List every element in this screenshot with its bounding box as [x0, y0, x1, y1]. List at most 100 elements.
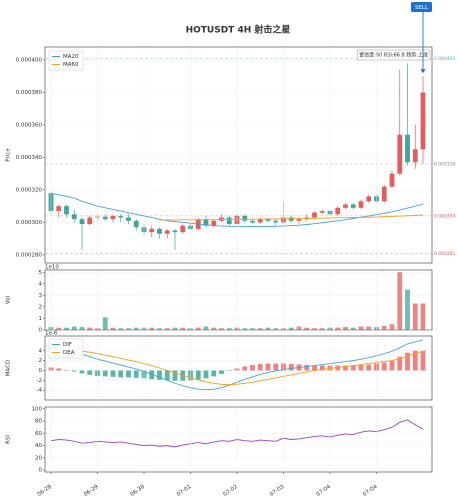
macd-bar — [250, 365, 255, 371]
volume-bar — [405, 289, 410, 330]
volume-bar — [180, 327, 186, 330]
candle-body — [180, 225, 186, 233]
x-tick-label: 06-28 — [36, 484, 53, 498]
volume-bar — [126, 328, 131, 330]
candle-body — [312, 212, 317, 218]
macd-bar — [397, 356, 403, 371]
y-tick-label: 0.000400 — [16, 57, 43, 63]
volume-bar — [172, 327, 178, 330]
volume-bar — [219, 328, 224, 330]
candle-body — [250, 220, 255, 223]
volume-bar — [87, 327, 93, 330]
level-label: 0.000281 — [434, 251, 456, 257]
macd-bar — [133, 370, 139, 378]
macd-bar — [56, 368, 62, 371]
macd-bar — [319, 365, 325, 371]
macd-bar — [412, 350, 418, 371]
macd-bar — [257, 364, 263, 371]
candle-body — [149, 228, 155, 233]
volume-bar — [343, 327, 348, 330]
macd-bar — [304, 365, 310, 371]
y-axis-label: Price — [6, 148, 12, 162]
candle-body — [420, 92, 426, 150]
candle-body — [296, 219, 302, 221]
macd-bar — [358, 365, 364, 371]
y-tick-label: 1 — [39, 316, 43, 322]
level-label: 0.000304 — [434, 213, 456, 219]
candle-body — [350, 204, 356, 208]
macd-bar — [219, 370, 224, 374]
x-tick-label: 07-02 — [222, 484, 239, 498]
y-tick-label: 0 — [39, 368, 43, 374]
volume-bar — [211, 327, 217, 330]
candle-body — [257, 219, 263, 223]
macd-bar — [343, 365, 348, 371]
y-tick-label: 0.000380 — [16, 90, 43, 96]
y-tick-label: -4 — [37, 388, 43, 394]
candle-body — [381, 186, 387, 202]
macd-bar — [381, 362, 387, 371]
y-tick-label: 60 — [35, 431, 42, 437]
macd-bar — [265, 363, 271, 371]
y-tick-label: 0 — [39, 468, 43, 474]
macd-bar — [312, 365, 317, 371]
candle-body — [87, 217, 93, 225]
volume-bar — [164, 328, 170, 330]
y-tick-label: 20 — [35, 455, 42, 461]
info-box-frame — [356, 49, 431, 61]
y-tick-label: 2 — [39, 358, 43, 364]
panel-frame — [44, 335, 433, 401]
panel-frame — [44, 46, 433, 264]
chart-title: HOTUSDT 4H 射击之星 — [186, 24, 291, 36]
volume-bar — [250, 328, 255, 330]
volume-bar — [203, 326, 209, 330]
macd-bar — [110, 370, 116, 377]
candle-body — [211, 220, 217, 226]
candle-body — [288, 217, 294, 221]
volume-bar — [102, 317, 108, 330]
macd-bar — [79, 370, 85, 374]
y-tick-label: 0.000320 — [16, 187, 43, 193]
volume-bar — [273, 328, 279, 330]
macd-bar — [366, 364, 372, 371]
sell-label: SELL — [415, 5, 429, 11]
macd-bar — [118, 370, 124, 378]
macd-bar — [350, 365, 356, 371]
x-tick-label: 06-29 — [83, 484, 100, 498]
macd-bar — [87, 370, 93, 375]
candle-body — [358, 201, 364, 208]
y-tick-label: 0.000280 — [16, 252, 43, 258]
x-tick-label: 06-30 — [129, 484, 146, 498]
macd-bar — [102, 370, 108, 377]
candle-body — [126, 217, 131, 221]
y-tick-label: 3 — [39, 293, 43, 299]
candle-body — [335, 207, 341, 215]
macd-bar — [405, 352, 410, 371]
volume-bar — [157, 328, 162, 330]
volume-bar — [366, 326, 372, 330]
volume-bar — [358, 326, 364, 330]
y-tick-label: 4 — [39, 281, 43, 287]
candle-body — [242, 215, 248, 221]
macd-bar — [157, 370, 162, 380]
y-tick-label: 4 — [39, 348, 43, 354]
volume-bar — [312, 328, 317, 330]
candle-body — [157, 228, 162, 234]
legend-label: DEA — [63, 350, 75, 356]
volume-bar — [149, 327, 155, 330]
volume-bar — [288, 327, 294, 330]
volume-bar — [257, 328, 263, 330]
candle-body — [412, 149, 418, 163]
volume-bar — [56, 327, 62, 330]
volume-bar — [71, 326, 77, 330]
macd-bar — [420, 350, 426, 371]
x-tick-label: 07-03 — [269, 484, 286, 498]
candle-body — [397, 134, 403, 174]
volume-bar — [350, 327, 356, 330]
y-axis-label: RSI — [6, 435, 12, 444]
scale-label: 1e-6 — [45, 331, 58, 337]
y-axis-label: Vol — [6, 295, 12, 304]
y-tick-label: 100 — [32, 406, 43, 412]
volume-bar — [319, 328, 325, 330]
